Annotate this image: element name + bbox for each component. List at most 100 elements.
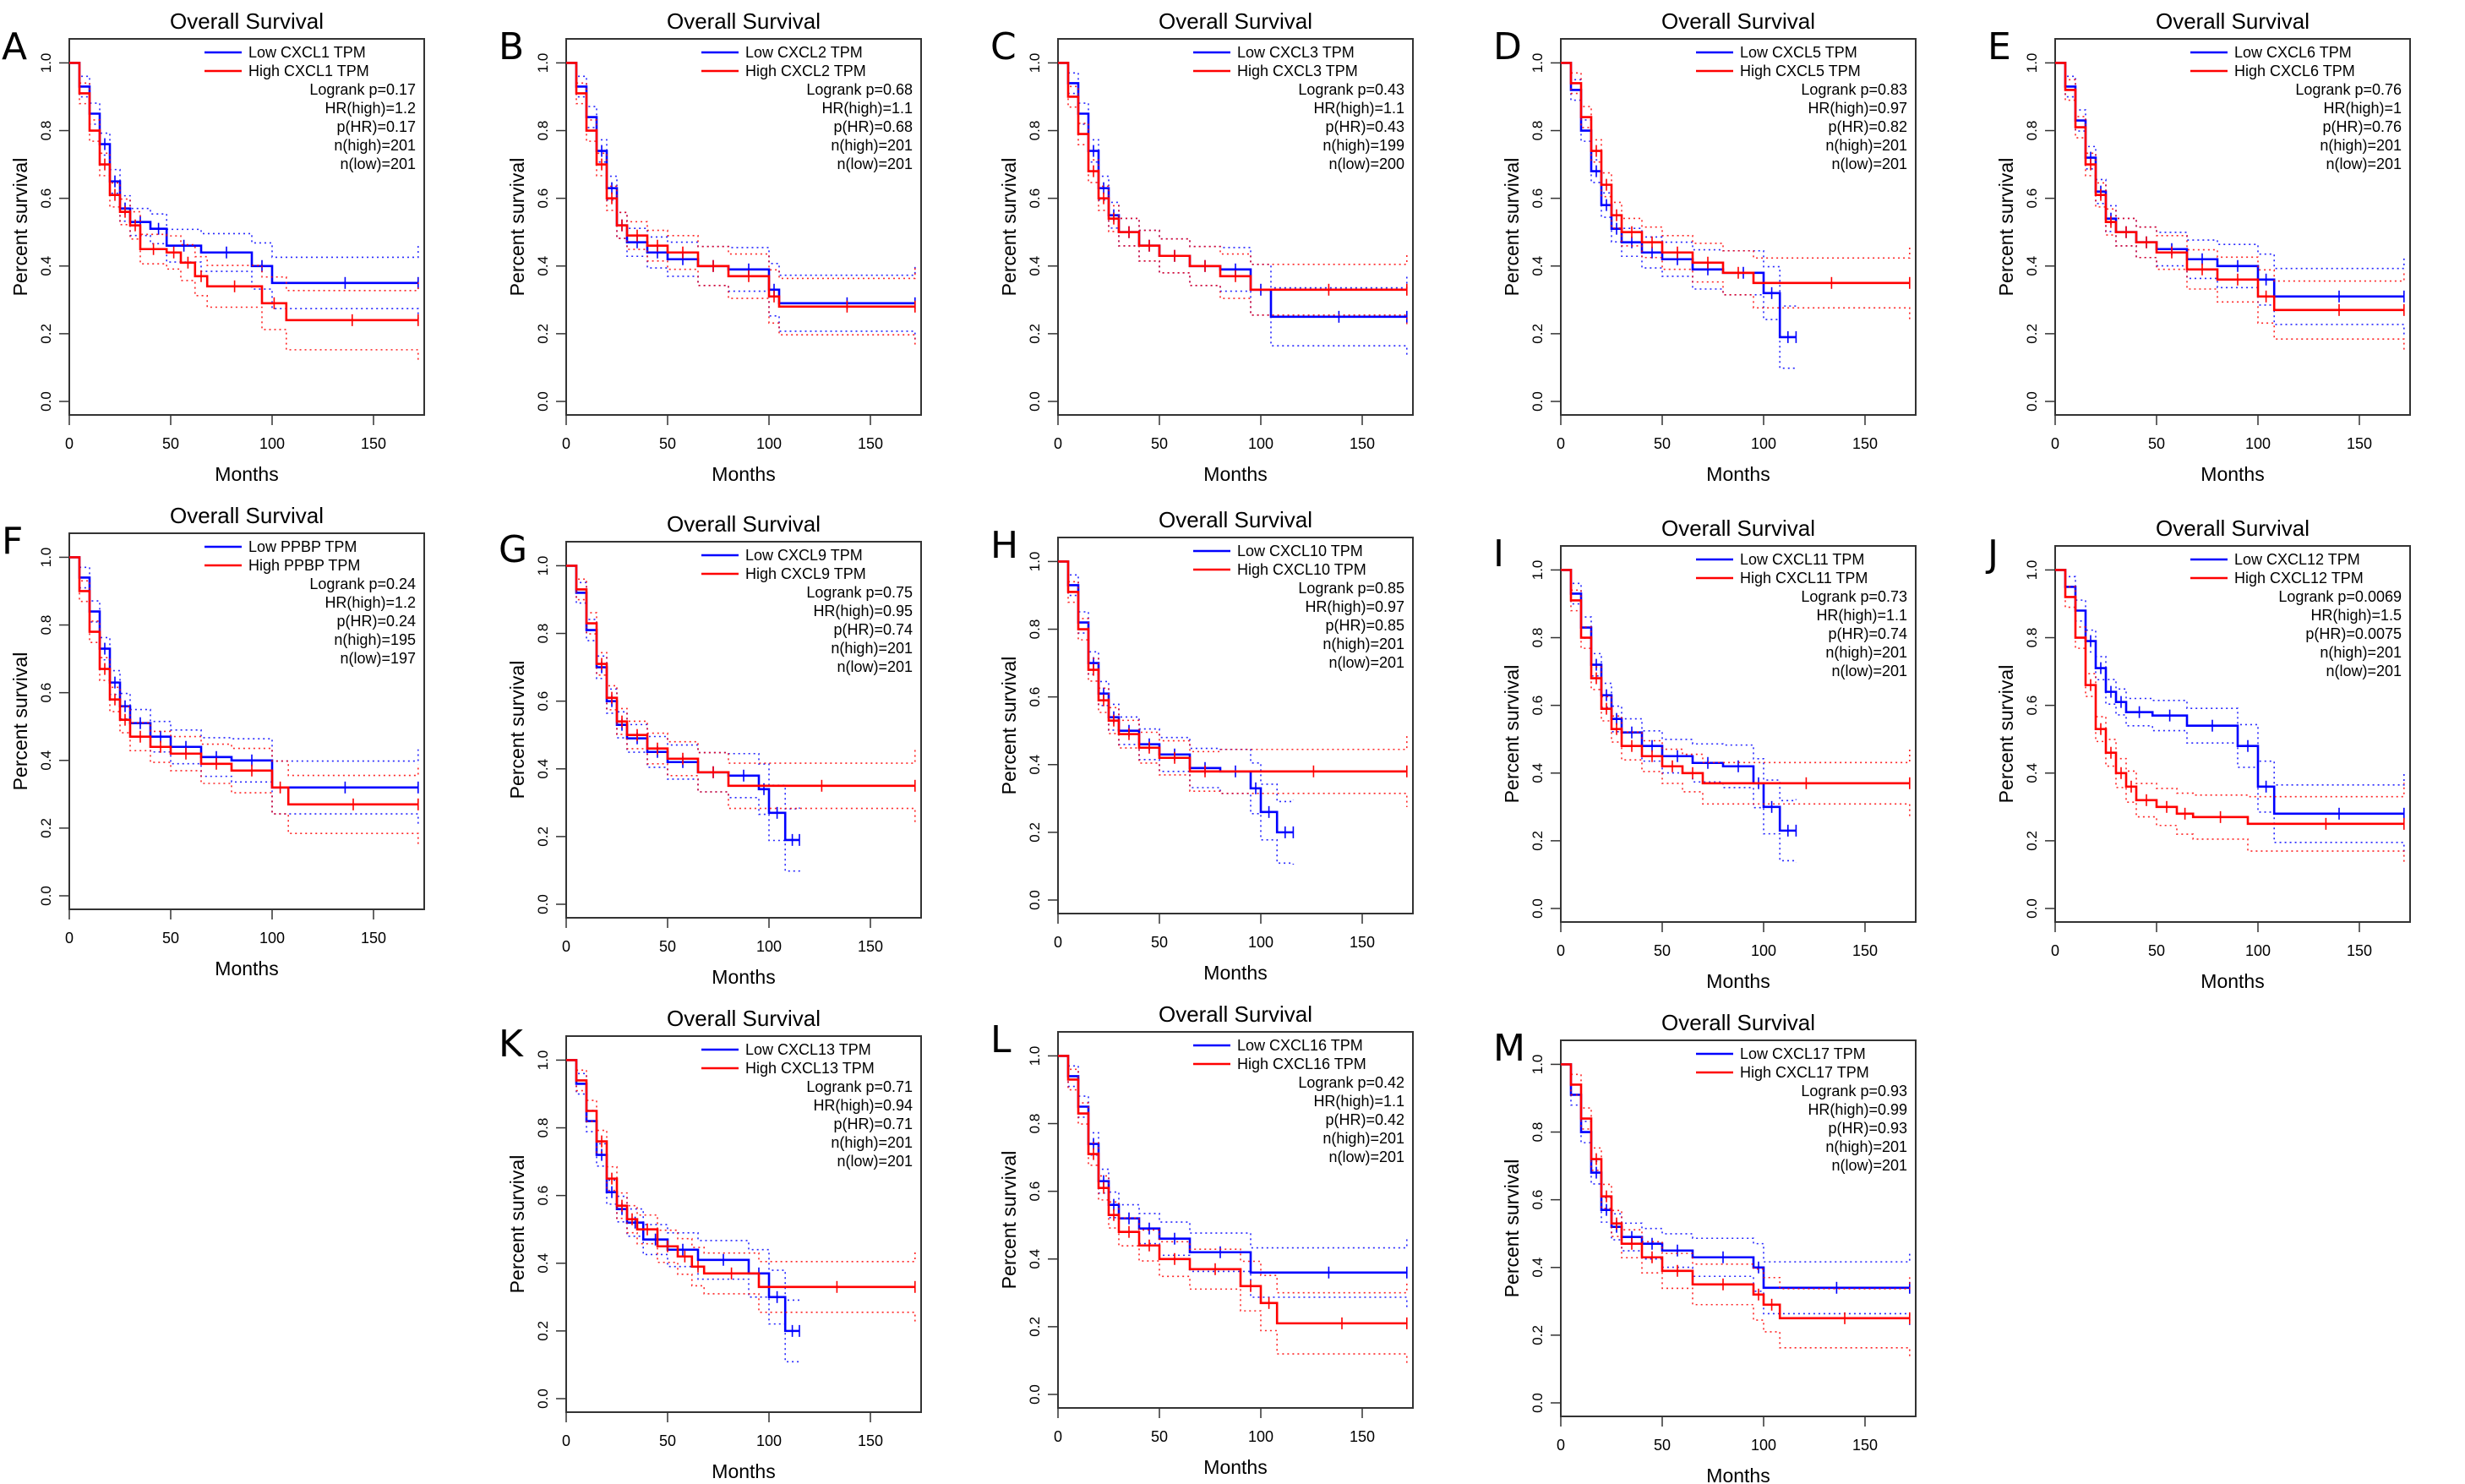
y-tick-label: 1.0 [535, 53, 551, 74]
legend-stat: Logrank p=0.76 [2295, 81, 2402, 98]
confidence-band-high [69, 556, 419, 777]
chart-title: Overall Survival [1661, 1010, 1815, 1035]
confidence-band-low [1058, 560, 1295, 803]
panel-letter: J [1988, 532, 1999, 576]
y-tick-label: 0.8 [38, 615, 54, 636]
x-tick-label: 100 [1751, 942, 1776, 959]
legend-stat: p(HR)=0.85 [1325, 617, 1404, 634]
y-tick-label: 1.0 [535, 1050, 551, 1071]
y-tick-label: 1.0 [2024, 53, 2040, 74]
x-tick-label: 0 [1054, 934, 1062, 951]
y-axis-label: Percent survival [9, 652, 31, 791]
y-tick-label: 0.8 [38, 121, 54, 141]
y-tick-label: 0.4 [535, 1253, 551, 1274]
confidence-band-low [566, 62, 916, 276]
x-tick-label: 100 [756, 435, 782, 452]
legend-stat: n(low)=201 [1328, 654, 1404, 671]
km-panel-c: C Overall Survival 0.0 0.2 0.4 0.6 0.8 1.0 0 50 10… [989, 0, 1481, 485]
y-tick-label: 0.4 [38, 750, 54, 771]
confidence-band-low [2055, 62, 2405, 270]
panel-letter: M [1493, 1027, 1525, 1070]
x-tick-label: 150 [1350, 1428, 1375, 1445]
legend-stat: n(low)=201 [1831, 1157, 1907, 1174]
y-tick-label: 0.8 [2024, 121, 2040, 141]
y-tick-label: 0.4 [1530, 256, 1546, 276]
confidence-band-high [566, 62, 916, 280]
survival-curve-high [1058, 560, 1407, 773]
legend-label: High CXCL6 TPM [2234, 63, 2355, 79]
km-plot: Overall Survival 0.0 0.2 0.4 0.6 0.8 1.0 0 50 100… [1995, 516, 2411, 992]
x-tick-label: 50 [162, 435, 179, 452]
y-tick-label: 0.0 [535, 1389, 551, 1409]
confidence-band-low [566, 1059, 800, 1301]
survival-curve-high [1058, 62, 1407, 292]
y-tick-label: 1.0 [1027, 53, 1043, 74]
y-tick-label: 0.4 [1027, 256, 1043, 276]
legend-label: Low PPBP TPM [248, 538, 357, 555]
x-tick-label: 150 [1852, 1437, 1878, 1454]
y-tick-label: 0.2 [535, 324, 551, 344]
legend-label: Low CXCL9 TPM [745, 547, 863, 564]
y-tick-label: 0.0 [1530, 898, 1546, 919]
legend-label: High CXCL5 TPM [1740, 63, 1861, 79]
confidence-band-low [1561, 62, 1797, 307]
legend-label: High CXCL9 TPM [745, 565, 866, 582]
y-tick-label: 0.6 [1027, 188, 1043, 209]
panel-letter: H [990, 524, 1019, 567]
x-axis-label: Months [1706, 970, 1770, 992]
confidence-band-high [1058, 1055, 1408, 1367]
confidence-band-low [566, 565, 800, 810]
confidence-band-high [2055, 569, 2405, 798]
chart-title: Overall Survival [1661, 8, 1815, 34]
legend-stat: Logrank p=0.73 [1801, 588, 1907, 605]
plot-frame [1057, 38, 1414, 416]
legend-label: Low CXCL10 TPM [1237, 543, 1363, 559]
y-tick-label: 0.6 [38, 683, 54, 703]
x-tick-label: 150 [1852, 942, 1878, 959]
y-tick-label: 1.0 [1027, 552, 1043, 572]
y-tick-label: 0.0 [1530, 391, 1546, 412]
y-tick-label: 0.6 [1530, 1190, 1546, 1210]
confidence-band-low [69, 556, 419, 826]
x-axis-label: Months [215, 463, 278, 485]
km-plot: Overall Survival 0.0 0.2 0.4 0.6 0.8 1.0 0 50 100… [998, 8, 1414, 485]
x-tick-label: 100 [2245, 942, 2271, 959]
y-tick-label: 0.0 [2024, 898, 2040, 919]
y-tick-label: 0.6 [1530, 188, 1546, 209]
legend-stat: p(HR)=0.68 [833, 118, 913, 135]
km-panel-m: M Overall Survival 0.0 0.2 0.4 0.6 0.8 1.0 0 50 10… [1492, 1001, 1984, 1484]
panel-letter: E [1988, 25, 2011, 68]
x-tick-label: 50 [659, 1432, 676, 1449]
legend-stat: Logrank p=0.85 [1298, 580, 1404, 597]
x-tick-label: 150 [361, 930, 386, 947]
y-axis-label: Percent survival [506, 1155, 528, 1294]
km-plot: Overall Survival 0.0 0.2 0.4 0.6 0.8 1.0 0 50 100… [998, 507, 1414, 984]
legend-stat: Logrank p=0.24 [309, 576, 416, 592]
y-tick-label: 0.0 [535, 894, 551, 914]
legend-stat: n(high)=201 [831, 640, 913, 657]
survival-curve-low [566, 1059, 799, 1333]
km-panel-l: L Overall Survival 0.0 0.2 0.4 0.6 0.8 1.0 0 50 10… [989, 993, 1481, 1478]
legend-stat: Logrank p=0.43 [1298, 81, 1404, 98]
y-tick-label: 0.4 [535, 759, 551, 779]
legend-label: Low CXCL6 TPM [2234, 44, 2352, 61]
y-tick-label: 0.2 [1027, 1317, 1043, 1337]
legend-stat: p(HR)=0.93 [1828, 1120, 1907, 1137]
legend-stat: Logrank p=0.93 [1801, 1083, 1907, 1099]
legend-stat: n(low)=201 [1328, 1148, 1404, 1165]
y-tick-label: 0.8 [1027, 1114, 1043, 1134]
confidence-band-high [69, 556, 419, 845]
legend-label: High CXCL3 TPM [1237, 63, 1358, 79]
x-tick-label: 50 [1151, 934, 1168, 951]
panel-letter: D [1493, 25, 1522, 68]
y-tick-label: 1.0 [535, 556, 551, 576]
y-axis-label: Percent survival [506, 661, 528, 799]
legend-stat: n(high)=201 [831, 1134, 913, 1151]
y-axis-label: Percent survival [998, 1151, 1020, 1290]
km-plot: Overall Survival 0.0 0.2 0.4 0.6 0.8 1.0 0 50 100… [1501, 516, 1917, 992]
legend-stat: Logrank p=0.17 [309, 81, 416, 98]
legend-label: Low CXCL1 TPM [248, 44, 366, 61]
legend-stat: n(high)=201 [2320, 137, 2402, 154]
y-axis-label: Percent survival [9, 158, 31, 297]
y-tick-label: 0.6 [1027, 687, 1043, 707]
